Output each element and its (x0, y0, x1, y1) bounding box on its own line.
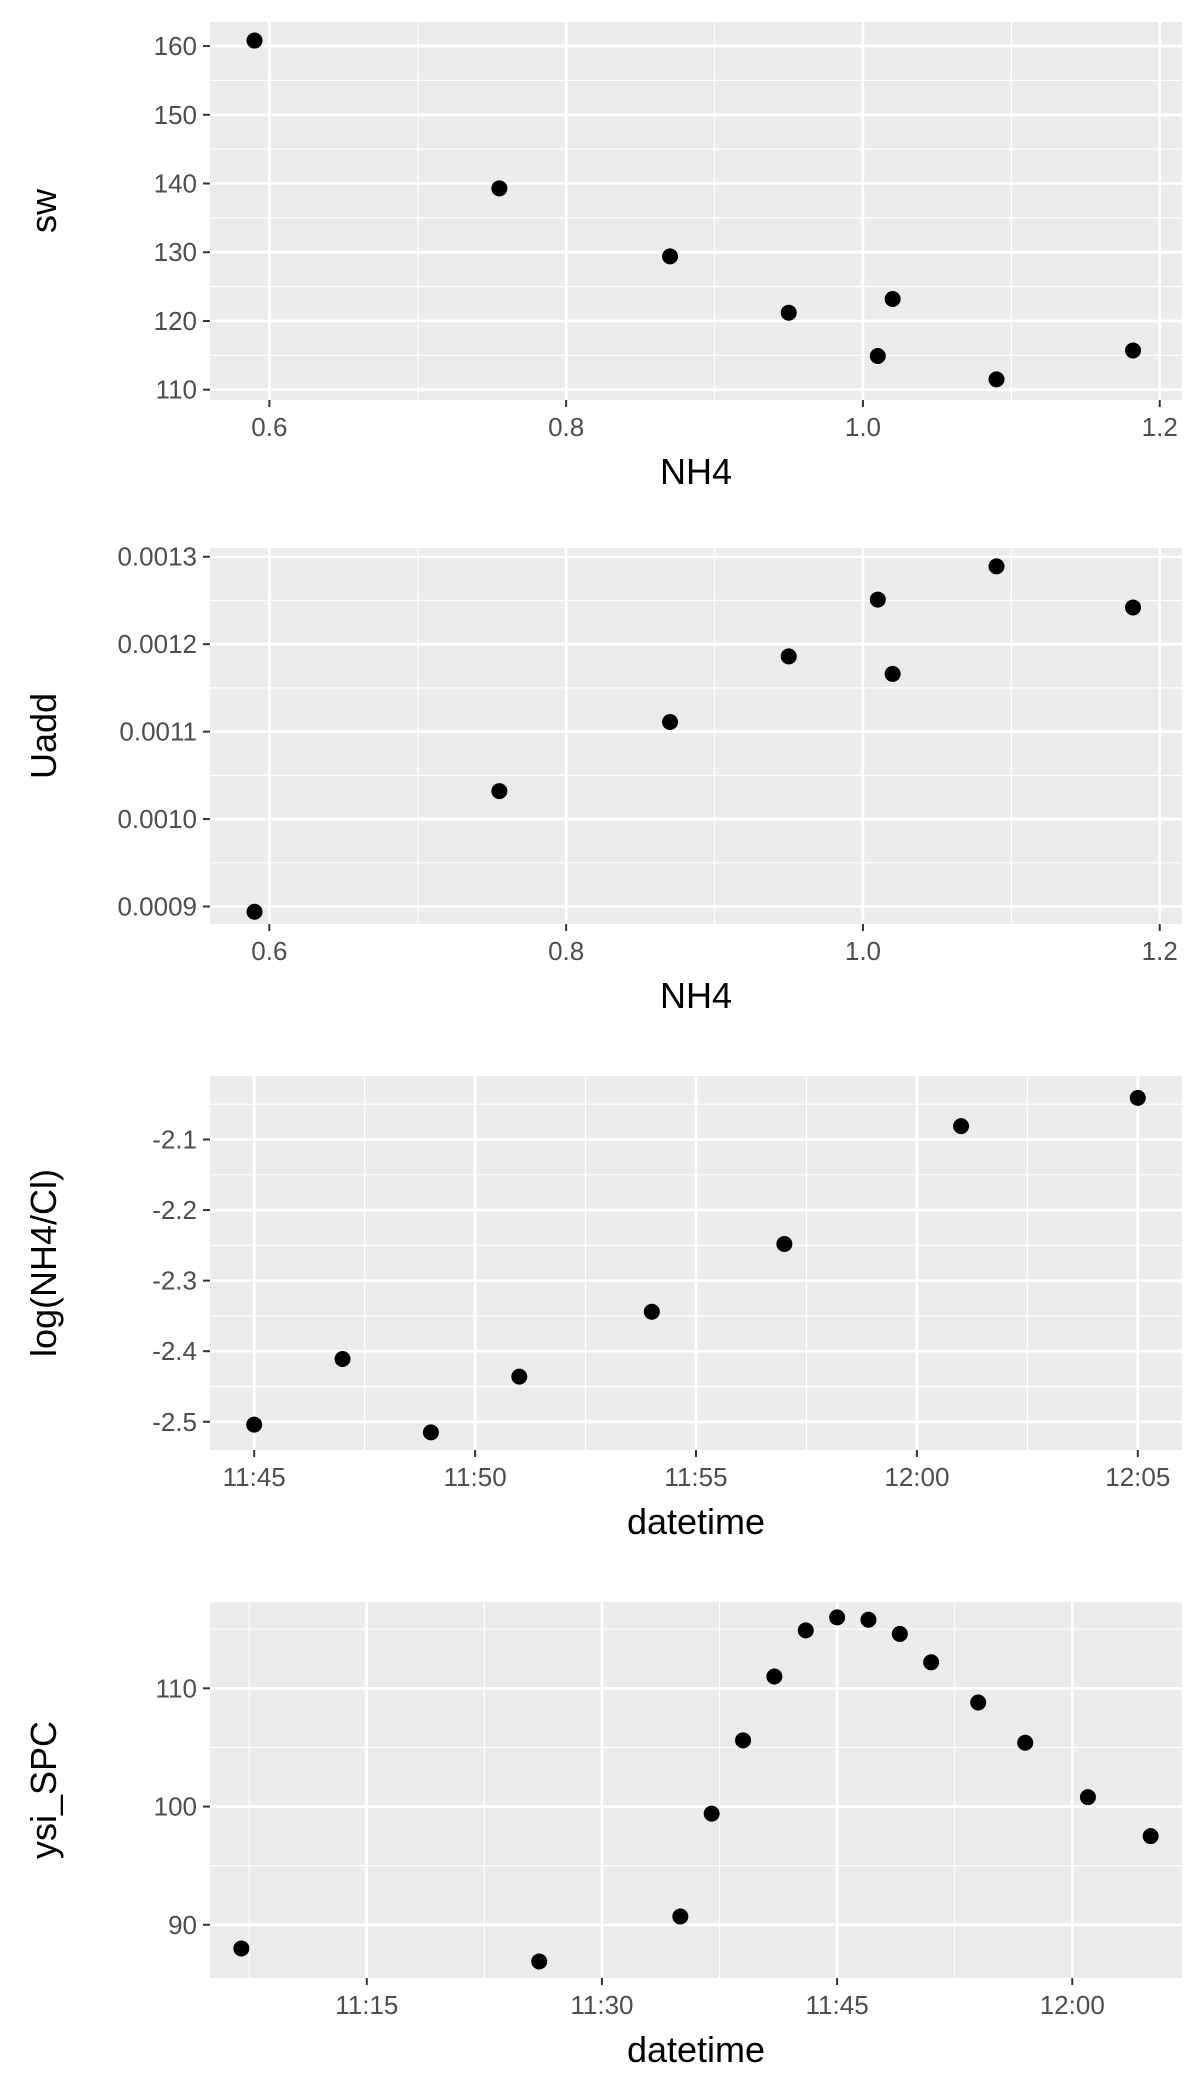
data-point (988, 371, 1005, 388)
y-tick-label: 160 (154, 31, 197, 61)
x-tick-label: 11:45 (806, 1990, 869, 2020)
data-point (672, 1908, 689, 1925)
data-point (1129, 1089, 1146, 1106)
y-tick-label: -2.2 (152, 1195, 197, 1225)
data-point (491, 180, 508, 197)
y-tick-label: -2.1 (152, 1125, 197, 1155)
y-tick-label: -2.3 (152, 1266, 197, 1296)
data-point (531, 1953, 548, 1970)
data-point (1125, 342, 1142, 359)
y-axis-title: ysi_SPC (23, 1721, 64, 1859)
y-tick-label: 130 (154, 237, 197, 267)
data-point (422, 1424, 439, 1441)
data-point (797, 1622, 814, 1639)
y-axis-title: Uadd (23, 693, 64, 779)
x-tick-label: 1.0 (845, 936, 881, 966)
x-tick-label: 12:05 (1105, 1462, 1170, 1492)
data-point (246, 903, 263, 920)
chart-panel-1: 0.6 0.8 1.0 1.2 110 120 130 140 150 160 NH4 sw (23, 22, 1182, 492)
data-point (988, 558, 1005, 575)
chart-panel-4: 11:15 11:30 11:45 12:00 90 100 110 datetime ysi_… (23, 1602, 1182, 2070)
data-point (662, 248, 679, 265)
data-point (780, 648, 797, 665)
data-point (776, 1235, 793, 1252)
data-point (511, 1368, 528, 1385)
x-tick-label: 0.6 (251, 412, 287, 442)
data-point (643, 1303, 660, 1320)
x-axis-title: datetime (627, 2029, 765, 2070)
data-point (869, 591, 886, 608)
x-tick-label: 12:00 (884, 1462, 949, 1492)
x-tick-label: 11:30 (570, 1990, 633, 2020)
data-point (860, 1611, 877, 1628)
data-point (1125, 599, 1142, 616)
plot-background (210, 22, 1182, 400)
y-axis-title: log(NH4/Cl) (23, 1169, 64, 1357)
y-tick-label: 150 (154, 100, 197, 130)
data-point (334, 1350, 351, 1367)
chart-panel-2: 0.6 0.8 1.0 1.2 0.0009 0.0010 0.0011 0.0012 0.00… (23, 542, 1182, 1016)
data-point (953, 1118, 970, 1135)
x-tick-label: 11:55 (664, 1462, 727, 1492)
data-point (233, 1940, 250, 1957)
x-tick-label: 0.8 (548, 936, 584, 966)
data-point (766, 1668, 783, 1685)
data-point (869, 348, 886, 365)
data-point (662, 714, 679, 731)
y-tick-label: 100 (154, 1792, 197, 1822)
y-tick-label: -2.4 (152, 1336, 197, 1366)
data-point (884, 290, 901, 307)
x-axis-title: NH4 (660, 451, 732, 492)
x-tick-label: 0.8 (548, 412, 584, 442)
x-tick-label: 1.0 (845, 412, 881, 442)
chart-panel-3: 11:45 11:50 11:55 12:00 12:05 -2.5 -2.4 -2.3 -2.… (23, 1076, 1182, 1542)
data-point (735, 1732, 752, 1749)
data-point (891, 1625, 908, 1642)
data-point (829, 1609, 846, 1626)
data-point (1142, 1828, 1159, 1845)
x-tick-label: 11:45 (223, 1462, 286, 1492)
y-tick-label: 0.0013 (117, 542, 197, 572)
y-tick-label: 110 (156, 375, 197, 405)
x-tick-label: 0.6 (251, 936, 287, 966)
y-tick-label: 140 (154, 169, 197, 199)
x-axis-title: NH4 (660, 975, 732, 1016)
y-tick-label: -2.5 (152, 1407, 197, 1437)
data-point (884, 665, 901, 682)
y-tick-label: 90 (168, 1910, 197, 1940)
x-tick-label: 11:50 (444, 1462, 507, 1492)
x-axis-title: datetime (627, 1501, 765, 1542)
y-tick-label: 0.0010 (117, 804, 197, 834)
data-point (1079, 1789, 1096, 1806)
data-point (923, 1654, 940, 1671)
y-tick-label: 0.0011 (119, 717, 197, 747)
y-axis-title: sw (23, 188, 64, 233)
y-tick-label: 120 (154, 306, 197, 336)
y-tick-label: 0.0012 (117, 629, 197, 659)
data-point (246, 32, 263, 49)
data-point (1017, 1734, 1034, 1751)
plot-background (210, 1602, 1182, 1978)
data-point (780, 304, 797, 321)
y-tick-label: 0.0009 (117, 892, 197, 922)
plot-background (210, 548, 1182, 924)
x-tick-label: 1.2 (1142, 936, 1178, 966)
x-tick-label: 12:00 (1040, 1990, 1105, 2020)
data-point (246, 1416, 263, 1433)
x-tick-label: 11:15 (335, 1990, 398, 2020)
data-point (970, 1694, 987, 1711)
data-point (491, 783, 508, 800)
data-point (703, 1805, 720, 1822)
y-tick-label: 110 (156, 1673, 197, 1703)
x-tick-label: 1.2 (1142, 412, 1178, 442)
